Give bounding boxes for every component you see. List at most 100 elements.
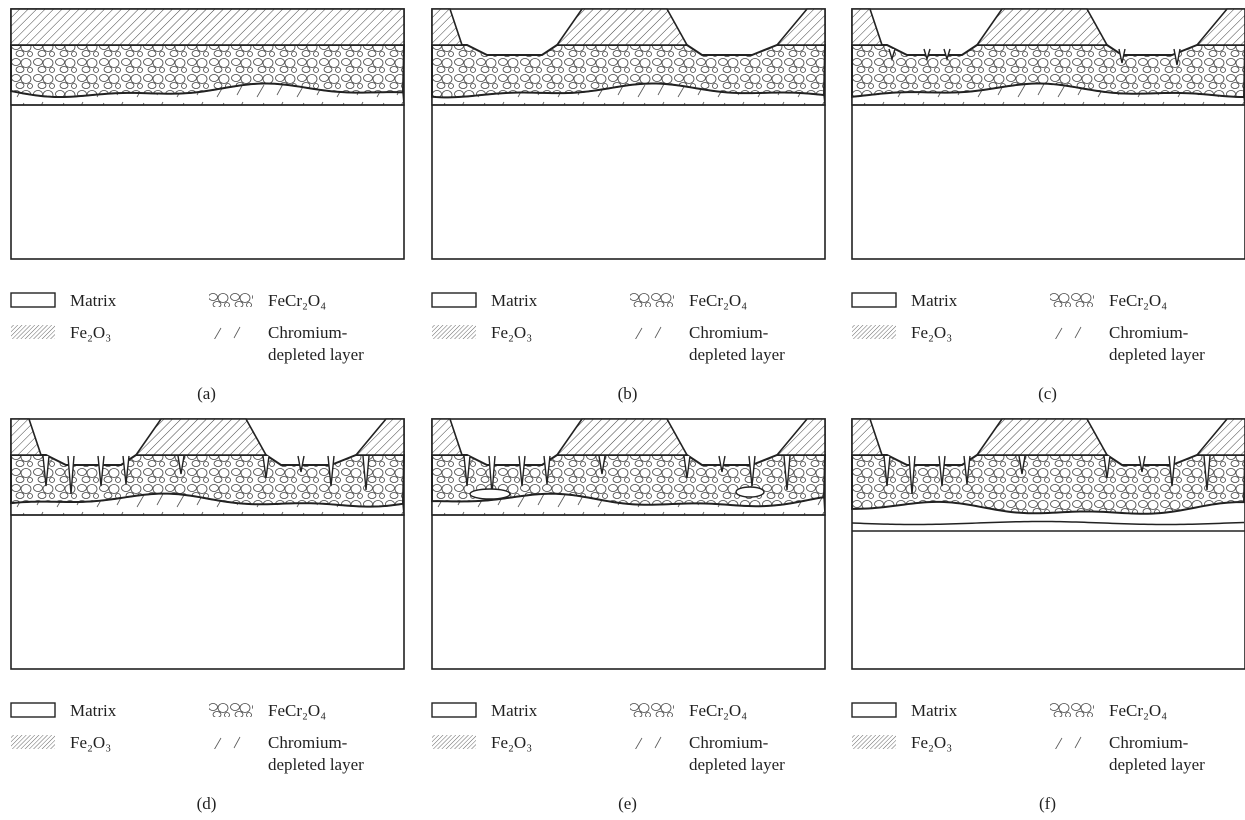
crack bbox=[718, 455, 726, 473]
legend-swatch bbox=[630, 735, 674, 749]
legend-item: Chromium-depleted layer bbox=[629, 322, 804, 366]
legend-swatch bbox=[1050, 325, 1094, 339]
crack bbox=[1118, 48, 1126, 64]
legend-label: Fe₂O₃ bbox=[70, 323, 112, 342]
legend-label: Chromium-depleted layer bbox=[268, 733, 364, 774]
legend-swatch bbox=[11, 325, 55, 339]
legend-swatch bbox=[851, 292, 897, 308]
swatch bbox=[209, 703, 253, 717]
legend-item: Chromium-depleted layer bbox=[208, 732, 383, 776]
void bbox=[735, 486, 765, 498]
legend-label: Matrix bbox=[911, 291, 958, 310]
legend-swatch bbox=[209, 735, 253, 749]
panel-label: (b) bbox=[617, 384, 638, 403]
swatch bbox=[209, 325, 253, 339]
panel: Matrix Fe₂O₃ FeCr₂O₄ Chromium-depleted laye… bbox=[851, 418, 1245, 818]
swatch bbox=[1050, 325, 1094, 339]
legend-item: Fe₂O₃ bbox=[851, 732, 1031, 754]
legend-swatch bbox=[852, 735, 896, 749]
fe2o3-island bbox=[775, 418, 826, 456]
swatch bbox=[1050, 703, 1094, 717]
panel-label: (a) bbox=[197, 384, 216, 403]
fe2o3-layer bbox=[10, 8, 405, 46]
fecr2o4-layer bbox=[10, 454, 405, 508]
crack bbox=[362, 455, 370, 491]
panel-label: (d) bbox=[196, 794, 217, 813]
legend-item: FeCr₂O₄ bbox=[1049, 290, 1229, 312]
fe2o3-island bbox=[431, 8, 464, 46]
legend-item: Fe₂O₃ bbox=[851, 322, 1031, 344]
fecr2o4-layer bbox=[851, 454, 1245, 515]
crack bbox=[888, 48, 896, 62]
legend-label: Fe₂O₃ bbox=[491, 733, 533, 752]
legend-label: Chromium-depleted layer bbox=[268, 323, 364, 364]
fe2o3-island bbox=[10, 418, 43, 456]
swatch bbox=[10, 292, 56, 308]
swatch bbox=[852, 325, 896, 339]
swatch bbox=[11, 735, 55, 749]
fe2o3-island bbox=[555, 8, 689, 46]
swatch bbox=[11, 325, 55, 339]
fecr2o4-layer bbox=[10, 44, 405, 99]
swatch bbox=[630, 325, 674, 339]
legend-label: Chromium-depleted layer bbox=[1109, 733, 1205, 774]
legend-item: Chromium-depleted layer bbox=[629, 732, 804, 776]
diagram bbox=[10, 8, 405, 260]
crack bbox=[683, 455, 691, 479]
crack bbox=[1173, 48, 1181, 66]
swatch bbox=[851, 702, 897, 718]
legend-item: FeCr₂O₄ bbox=[629, 290, 809, 312]
swatch bbox=[209, 735, 253, 749]
diagram bbox=[10, 418, 405, 670]
legend-item: Chromium-depleted layer bbox=[208, 322, 383, 366]
legend-label: Fe₂O₃ bbox=[911, 323, 953, 342]
legend-label: Chromium-depleted layer bbox=[689, 733, 785, 774]
legend-label: FeCr₂O₄ bbox=[268, 701, 327, 720]
legend-label: FeCr₂O₄ bbox=[268, 291, 327, 310]
crack bbox=[518, 455, 526, 487]
crack bbox=[943, 48, 951, 62]
fe2o3-island bbox=[975, 8, 1109, 46]
crack bbox=[463, 455, 471, 487]
panel-label: (c) bbox=[1038, 384, 1057, 403]
swatch bbox=[10, 702, 56, 718]
diagram bbox=[431, 418, 826, 670]
legend-item: FeCr₂O₄ bbox=[208, 290, 388, 312]
legend-item: Fe₂O₃ bbox=[10, 322, 190, 344]
legend-label: Matrix bbox=[491, 701, 538, 720]
legend-item: Chromium-depleted layer bbox=[1049, 732, 1224, 776]
swatch bbox=[630, 735, 674, 749]
fe2o3-island bbox=[975, 418, 1109, 456]
crack bbox=[923, 48, 931, 62]
fe2o3-island bbox=[775, 8, 826, 46]
legend-item: FeCr₂O₄ bbox=[1049, 700, 1229, 722]
diagram bbox=[851, 418, 1245, 670]
crack bbox=[1138, 455, 1146, 473]
panel: Matrix Fe₂O₃ FeCr₂O₄ Chromium-depleted laye… bbox=[431, 8, 831, 408]
legend-label: FeCr₂O₄ bbox=[689, 701, 748, 720]
crack bbox=[122, 455, 130, 485]
crack bbox=[177, 455, 185, 475]
panel: Matrix Fe₂O₃ FeCr₂O₄ Chromium-depleted laye… bbox=[431, 418, 831, 818]
legend-item: Fe₂O₃ bbox=[431, 732, 611, 754]
legend-label: FeCr₂O₄ bbox=[1109, 701, 1168, 720]
swatch bbox=[1050, 293, 1094, 307]
crack bbox=[883, 455, 891, 487]
legend-swatch bbox=[1050, 703, 1094, 717]
legend-swatch bbox=[432, 735, 476, 749]
legend-label: Fe₂O₃ bbox=[70, 733, 112, 752]
legend-item: FeCr₂O₄ bbox=[208, 700, 388, 722]
legend-item: Fe₂O₃ bbox=[10, 732, 190, 754]
swatch bbox=[630, 703, 674, 717]
fe2o3-island bbox=[431, 418, 464, 456]
crack bbox=[963, 455, 971, 485]
legend-swatch bbox=[630, 703, 674, 717]
fe2o3-island bbox=[851, 418, 884, 456]
legend-swatch bbox=[209, 325, 253, 339]
legend-swatch bbox=[852, 325, 896, 339]
crack bbox=[1018, 455, 1026, 475]
legend-item: Matrix bbox=[431, 290, 611, 312]
swatch bbox=[432, 735, 476, 749]
legend-item: Matrix bbox=[851, 290, 1031, 312]
